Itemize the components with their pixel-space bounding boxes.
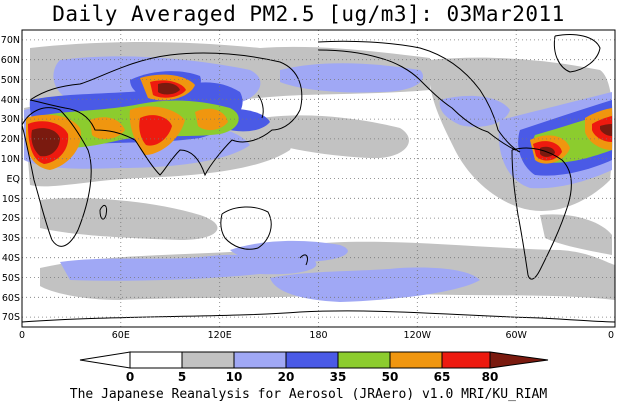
colorbar-bin-20-35 bbox=[285, 351, 339, 369]
lat-label-eq: EQ bbox=[7, 174, 20, 185]
map-title: Daily Averaged PM2.5 [ug/m3]: 03Mar2011 bbox=[52, 2, 565, 26]
graticule bbox=[22, 30, 615, 327]
longitude-labels: 0 60E 120E 180 120W 60W 0 bbox=[19, 330, 614, 341]
lat-label-30n: 30N bbox=[1, 114, 20, 125]
band-5-10-south-indian bbox=[40, 198, 218, 240]
latitude-labels: 70N 60N 50N 40N 30N 20N 10N EQ 10S 20S 3… bbox=[1, 35, 20, 323]
colorbar-tick-35: 35 bbox=[330, 370, 347, 384]
lat-label-50s: 50S bbox=[2, 273, 20, 284]
coast-japan bbox=[257, 94, 264, 119]
lon-label-0-left: 0 bbox=[19, 330, 25, 341]
colorbar-bin-50-65 bbox=[389, 351, 443, 369]
colorbar-bin-5-10 bbox=[181, 351, 235, 369]
band-10-20-south-pacific bbox=[270, 267, 480, 302]
lat-label-70s: 70S bbox=[2, 312, 20, 323]
lat-label-40n: 40N bbox=[1, 95, 20, 106]
lon-label-60w: 60W bbox=[505, 330, 527, 341]
colorbar-bin-65-80 bbox=[441, 351, 491, 369]
band-80-plus-atlantic bbox=[600, 124, 612, 136]
band-50-65-arabia bbox=[90, 117, 125, 140]
band-5-10-pacific bbox=[250, 115, 409, 159]
coast-north-america bbox=[317, 40, 521, 153]
coast-africa bbox=[22, 107, 92, 247]
lon-label-0-right: 0 bbox=[608, 330, 614, 341]
lat-label-10n: 10N bbox=[1, 154, 20, 165]
lat-label-60n: 60N bbox=[1, 55, 20, 66]
map-frame bbox=[21, 29, 616, 328]
coast-europe-asia bbox=[29, 52, 303, 177]
coast-greenland bbox=[553, 34, 601, 73]
colorbar-tick-80: 80 bbox=[482, 370, 499, 384]
lat-label-50n: 50N bbox=[1, 75, 20, 86]
colorbar-tick-5: 5 bbox=[178, 370, 186, 384]
lat-label-70n: 70N bbox=[1, 35, 20, 46]
footer-credit: The Japanese Reanalysis for Aerosol (JRA… bbox=[69, 387, 548, 402]
colorbar-tick-20: 20 bbox=[278, 370, 295, 384]
band-10-20-pacific-north bbox=[280, 63, 424, 93]
colorbar-extend-high bbox=[489, 351, 549, 369]
lat-label-30s: 30S bbox=[2, 233, 20, 244]
band-10-20-southern-ocean bbox=[60, 254, 317, 281]
lon-label-120w: 120W bbox=[404, 330, 432, 341]
colorbar-tick-50: 50 bbox=[382, 370, 399, 384]
colorbar-extend-low bbox=[79, 351, 131, 369]
band-5-10-south-atlantic bbox=[540, 214, 612, 255]
band-65-80-india bbox=[139, 115, 172, 146]
colorbar-bin-10-20 bbox=[233, 351, 287, 369]
lat-label-20s: 20S bbox=[2, 213, 20, 224]
lat-label-40s: 40S bbox=[2, 253, 20, 264]
lat-label-60s: 60S bbox=[2, 293, 20, 304]
colorbar: 0 5 10 20 35 50 65 80 bbox=[79, 351, 549, 384]
colorbar-tick-0: 0 bbox=[126, 370, 134, 384]
band-5-10-southern-ocean bbox=[40, 241, 615, 300]
colorbar-bin-35-50 bbox=[337, 351, 391, 369]
band-80-plus-china bbox=[158, 82, 180, 95]
lon-label-60e: 60E bbox=[112, 330, 130, 341]
coast-new-zealand bbox=[299, 254, 308, 266]
lat-label-20n: 20N bbox=[1, 134, 20, 145]
lon-label-180: 180 bbox=[309, 330, 327, 341]
lon-label-120e: 120E bbox=[208, 330, 232, 341]
lat-label-10s: 10S bbox=[2, 194, 20, 205]
colorbar-tick-65: 65 bbox=[434, 370, 451, 384]
colorbar-bin-0-5 bbox=[129, 351, 183, 369]
coast-madagascar bbox=[99, 204, 107, 220]
coast-south-america bbox=[511, 147, 572, 280]
coast-australia bbox=[220, 206, 272, 250]
colorbar-tick-10: 10 bbox=[226, 370, 243, 384]
band-10-20-north-america bbox=[439, 95, 510, 127]
band-80-plus-africa bbox=[31, 128, 60, 157]
